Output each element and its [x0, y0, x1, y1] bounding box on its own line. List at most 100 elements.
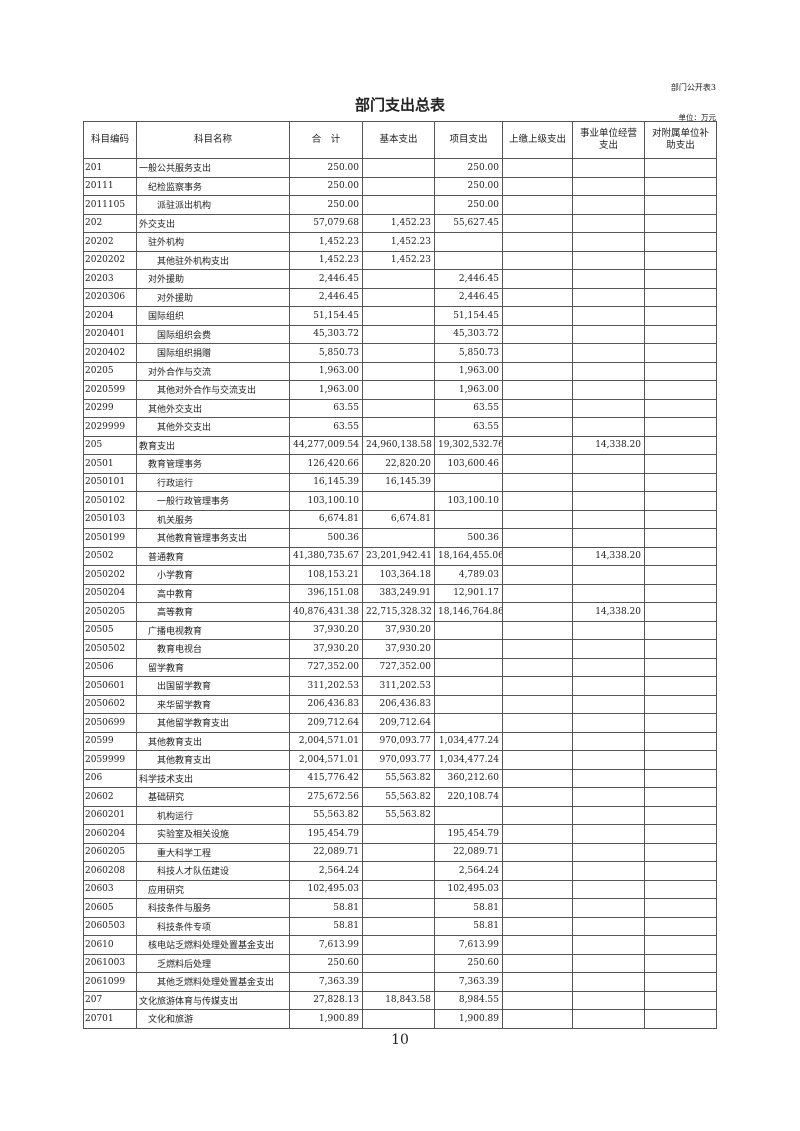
table-header-row: 科目编码 科目名称合 计基本支出 项目支出 上缴上级支出 事业单位经营支出 对附属单位补助… [83, 121, 717, 159]
basic-cell: 6,674.81 [362, 509, 435, 529]
code-cell: 20610 [83, 935, 137, 955]
business-cell [572, 713, 645, 733]
total-cell: 22,089.71 [289, 842, 363, 862]
name-cell: 国际组织 [136, 306, 290, 326]
total-cell: 108,153.21 [289, 565, 363, 585]
basic-cell: 37,930.20 [362, 620, 435, 640]
table-row: 2050502 教育电视台 37,930.20 37,930.20 [83, 639, 717, 659]
remit-cell [502, 195, 573, 215]
table-row: 20111 纪检监察事务 250.00 250.00 [83, 176, 717, 196]
project-cell [434, 639, 503, 659]
remit-cell [502, 343, 573, 363]
table-row: 2061099 其他乏燃料处理处置基金支出 7,363.39 7,363.39 [83, 972, 717, 992]
code-cell: 2061003 [83, 953, 137, 973]
business-cell [572, 269, 645, 289]
code-cell: 20203 [83, 269, 137, 289]
subsidy-cell [644, 620, 717, 640]
table-row: 2050601 出国留学教育 311,202.53 311,202.53 [83, 676, 717, 696]
project-cell: 103,100.10 [434, 491, 503, 511]
unit-label: 单位：万元 [678, 113, 717, 122]
table-row: 201 一般公共服务支出 250.00 250.00 [83, 158, 717, 178]
table-row: 207 文化旅游体育与传媒支出 27,828.13 18,843.58 8,984.55 [83, 990, 717, 1010]
total-cell: 250.00 [289, 195, 363, 215]
subsidy-cell [644, 287, 717, 307]
total-cell: 44,277,009.54 [289, 435, 363, 455]
code-cell: 206 [83, 768, 137, 788]
column-header: 基本支出 [362, 121, 435, 159]
business-cell [572, 990, 645, 1010]
code-cell: 20502 [83, 546, 137, 566]
remit-cell [502, 565, 573, 585]
code-cell: 2061099 [83, 972, 137, 992]
remit-cell [502, 787, 573, 807]
table-row: 20605 科技条件与服务 58.81 58.81 [83, 898, 717, 918]
column-header: 对附属单位补助支出 [644, 121, 717, 159]
basic-cell: 23,201,942.41 [362, 546, 435, 566]
name-cell: 机关服务 [136, 509, 290, 529]
name-cell: 高中教育 [136, 583, 290, 603]
page-title: 部门支出总表 [354, 96, 445, 114]
project-cell: 1,034,477.24 [434, 731, 503, 751]
code-cell: 2060503 [83, 916, 137, 936]
remit-cell [502, 879, 573, 899]
project-cell: 7,363.39 [434, 972, 503, 992]
project-cell: 1,034,477.24 [434, 750, 503, 770]
project-cell [434, 676, 503, 696]
business-cell [572, 565, 645, 585]
total-cell: 37,930.20 [289, 620, 363, 640]
basic-cell: 37,930.20 [362, 639, 435, 659]
subsidy-cell [644, 417, 717, 437]
subsidy-cell [644, 602, 717, 622]
table-row: 20602 基础研究 275,672.56 55,563.82 220,108.74 [83, 787, 717, 807]
name-cell: 小学教育 [136, 565, 290, 585]
subsidy-cell [644, 787, 717, 807]
business-cell [572, 528, 645, 548]
business-cell [572, 694, 645, 714]
business-cell [572, 953, 645, 973]
remit-cell [502, 324, 573, 344]
project-cell: 195,454.79 [434, 824, 503, 844]
total-cell: 195,454.79 [289, 824, 363, 844]
subsidy-cell [644, 861, 717, 881]
basic-cell: 1,452.23 [362, 232, 435, 252]
code-cell: 2060205 [83, 842, 137, 862]
subsidy-cell [644, 435, 717, 455]
table-row: 20599 其他教育支出 2,004,571.01 970,093.77 1,034,4… [83, 731, 717, 751]
remit-cell [502, 213, 573, 233]
code-cell: 20202 [83, 232, 137, 252]
project-cell [434, 232, 503, 252]
total-cell: 1,963.00 [289, 361, 363, 381]
code-cell: 20701 [83, 1009, 137, 1029]
name-cell: 纪检监察事务 [136, 176, 290, 196]
project-cell: 4,789.03 [434, 565, 503, 585]
subsidy-cell [644, 768, 717, 788]
project-cell: 1,963.00 [434, 380, 503, 400]
name-cell: 其他驻外机构支出 [136, 250, 290, 270]
project-cell [434, 250, 503, 270]
project-cell: 51,154.45 [434, 306, 503, 326]
name-cell: 对外援助 [136, 269, 290, 289]
name-cell: 一般公共服务支出 [136, 158, 290, 178]
total-cell: 250.00 [289, 176, 363, 196]
project-cell: 250.00 [434, 158, 503, 178]
remit-cell [502, 435, 573, 455]
subsidy-cell [644, 343, 717, 363]
basic-cell [362, 269, 435, 289]
subsidy-cell [644, 972, 717, 992]
column-header: 事业单位经营支出 [572, 121, 645, 159]
remit-cell [502, 250, 573, 270]
project-cell: 63.55 [434, 417, 503, 437]
remit-cell [502, 861, 573, 881]
basic-cell: 206,436.83 [362, 694, 435, 714]
basic-cell [362, 398, 435, 418]
basic-cell [362, 842, 435, 862]
subsidy-cell [644, 805, 717, 825]
project-cell: 250.60 [434, 953, 503, 973]
table-row: 2050103 机关服务 6,674.81 6,674.81 [83, 509, 717, 529]
basic-cell [362, 935, 435, 955]
subsidy-cell [644, 380, 717, 400]
total-cell: 500.36 [289, 528, 363, 548]
business-cell [572, 195, 645, 215]
basic-cell: 727,352.00 [362, 657, 435, 677]
total-cell: 7,363.39 [289, 972, 363, 992]
